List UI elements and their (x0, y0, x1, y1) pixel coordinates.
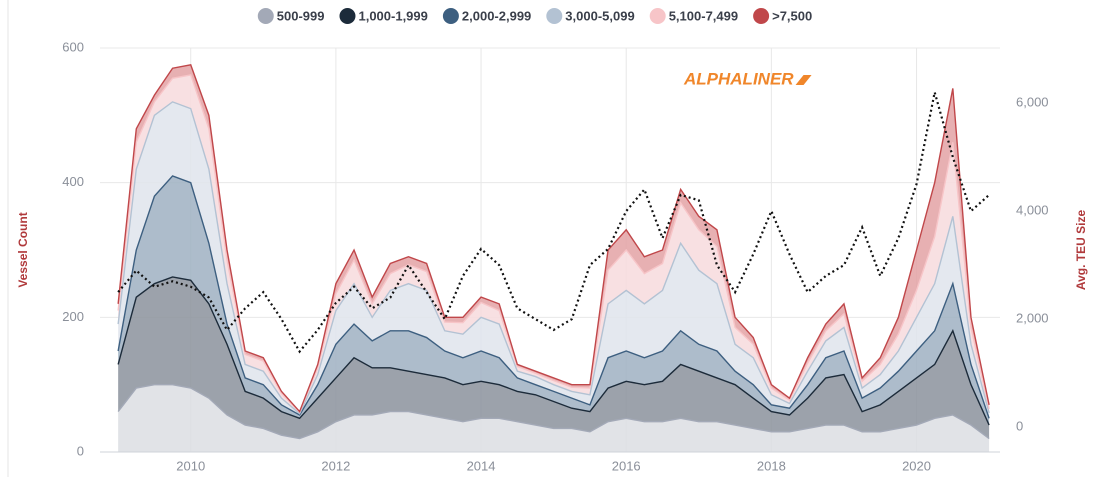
area-edge (117, 101, 990, 415)
legend-label: 1,000-1,999 (358, 8, 427, 23)
legend-swatch (257, 8, 274, 24)
legend-item: 3,000-5,099 (546, 8, 635, 24)
area-fill (118, 101, 990, 419)
y2-tick-label: 2,000 (1016, 311, 1049, 326)
area-edge (117, 276, 990, 426)
y-tick-label: 200 (62, 309, 84, 324)
y2-tick-label: 4,000 (1016, 203, 1049, 218)
area-edge (117, 74, 990, 414)
legend-swatch (649, 8, 666, 24)
legend-label: 2,000-2,999 (462, 8, 531, 23)
legend-swatch (442, 8, 459, 24)
y-axis-title: Vessel Count (16, 212, 30, 287)
areas (118, 64, 990, 452)
y-tick-label: 600 (62, 39, 84, 54)
legend-label: 5,100-7,499 (669, 8, 738, 23)
legend-swatch (546, 8, 563, 24)
area-edge (117, 64, 990, 413)
axes: 0 200 400 600 0 2,000 4,000 6,000 2010 2012 2014 20… (62, 39, 1048, 473)
x-tick-label: 2012 (321, 458, 350, 473)
y2-tick-label: 0 (1016, 419, 1023, 434)
legend-swatch (339, 8, 356, 24)
legend-item: 2,000-2,999 (442, 8, 531, 24)
y-tick-label: 400 (62, 174, 84, 189)
watermark: ALPHALINER (683, 69, 794, 88)
y-tick-label: 0 (77, 443, 84, 458)
y2-tick-label: 6,000 (1016, 95, 1049, 110)
legend-item: 5,100-7,499 (649, 8, 738, 24)
x-tick-label: 2016 (612, 458, 641, 473)
legend-label: 500-999 (277, 8, 325, 23)
area-edge (117, 175, 990, 419)
area-fill (118, 384, 990, 452)
legend-label: 3,000-5,099 (565, 8, 634, 23)
x-tick-label: 2018 (757, 458, 786, 473)
legend-item: >7,500 (753, 8, 812, 24)
legend-item: 1,000-1,999 (339, 8, 428, 24)
y2-axis-title: Avg. TEU Size (1074, 210, 1088, 291)
legend: 500-999 1,000-1,999 2,000-2,999 3,000-5,099… (257, 8, 812, 24)
watermark-slash (795, 75, 812, 85)
lines (117, 64, 990, 440)
line-series (117, 91, 990, 354)
x-tick-label: 2010 (176, 458, 205, 473)
x-tick-label: 2014 (467, 458, 496, 473)
area-edge (117, 383, 990, 440)
legend-label: >7,500 (772, 8, 812, 23)
area-fill (118, 175, 990, 426)
area-fill (118, 276, 990, 439)
legend-item: 500-999 (257, 8, 325, 24)
legend-swatch (753, 8, 770, 24)
x-tick-label: 2020 (902, 458, 931, 473)
